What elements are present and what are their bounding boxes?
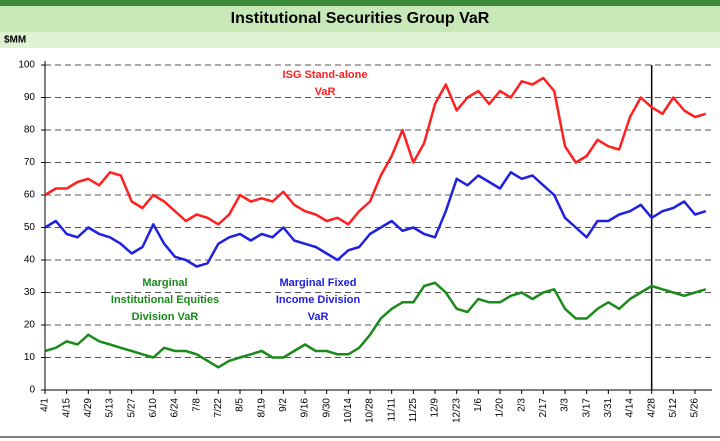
x-tick-label: 4/15 bbox=[61, 398, 72, 418]
x-tick-label: 8/5 bbox=[235, 398, 246, 412]
y-tick-label: 0 bbox=[29, 385, 35, 396]
x-tick-label: 4/29 bbox=[83, 398, 94, 418]
x-tick-label: 12/23 bbox=[451, 398, 462, 423]
y-tick-label: 10 bbox=[24, 352, 36, 363]
series-label: VaR bbox=[308, 311, 329, 323]
x-tick-label: 4/28 bbox=[646, 398, 657, 418]
x-tick-label: 1/6 bbox=[473, 398, 484, 412]
y-tick-label: 100 bbox=[18, 60, 35, 71]
y-axis-unit: $MM bbox=[4, 35, 26, 46]
x-tick-label: 1/20 bbox=[495, 398, 506, 418]
x-tick-label: 3/31 bbox=[603, 398, 614, 418]
x-tick-label: 3/17 bbox=[581, 398, 592, 418]
x-tick-label: 2/3 bbox=[516, 398, 527, 412]
x-tick-label: 9/30 bbox=[321, 398, 332, 418]
series-line bbox=[44, 281, 707, 369]
y-tick-label: 90 bbox=[24, 92, 36, 103]
chart-title: Institutional Securities Group VaR bbox=[231, 10, 490, 27]
x-tick-label: 3/3 bbox=[560, 398, 571, 412]
x-tick-label: 5/12 bbox=[668, 398, 679, 418]
y-tick-label: 30 bbox=[24, 287, 36, 298]
top-stripe bbox=[0, 0, 720, 6]
series-label: Division VaR bbox=[132, 311, 199, 323]
x-tick-label: 6/10 bbox=[148, 398, 159, 418]
x-tick-label: 4/14 bbox=[625, 398, 636, 418]
x-tick-label: 5/26 bbox=[690, 398, 701, 418]
y-tick-label: 50 bbox=[24, 222, 36, 233]
x-tick-label: 11/25 bbox=[408, 398, 419, 423]
x-tick-label: 7/8 bbox=[191, 398, 202, 412]
x-tick-label: 12/9 bbox=[430, 398, 441, 418]
series-label: ISG Stand-alone bbox=[283, 69, 368, 81]
title-band bbox=[0, 6, 720, 32]
x-tick-label: 9/16 bbox=[300, 398, 311, 418]
y-tick-label: 70 bbox=[24, 157, 36, 168]
x-tick-label: 11/11 bbox=[386, 398, 397, 422]
series-label: Marginal bbox=[142, 277, 187, 289]
y-tick-label: 40 bbox=[24, 255, 36, 266]
x-tick-label: 2/17 bbox=[538, 398, 549, 418]
series-label: Income Division bbox=[276, 294, 361, 306]
subtitle-band bbox=[0, 32, 720, 48]
y-tick-label: 80 bbox=[24, 125, 36, 136]
series-line bbox=[44, 76, 707, 226]
x-tick-label: 6/24 bbox=[170, 398, 181, 418]
series-line bbox=[44, 171, 707, 268]
y-tick-label: 20 bbox=[24, 320, 36, 331]
y-tick-label: 60 bbox=[24, 190, 36, 201]
x-tick-label: 4/1 bbox=[40, 398, 51, 412]
series-label: Marginal Fixed bbox=[279, 277, 356, 289]
x-tick-label: 10/14 bbox=[343, 398, 354, 423]
series-label: VaR bbox=[315, 86, 336, 98]
x-tick-label: 9/2 bbox=[278, 398, 289, 412]
x-tick-label: 5/13 bbox=[105, 398, 116, 418]
x-tick-label: 5/27 bbox=[126, 398, 137, 418]
series-label: Institutional Equities bbox=[111, 294, 219, 306]
x-tick-label: 7/22 bbox=[213, 398, 224, 418]
x-tick-label: 10/28 bbox=[365, 398, 376, 423]
x-tick-label: 8/19 bbox=[256, 398, 267, 418]
